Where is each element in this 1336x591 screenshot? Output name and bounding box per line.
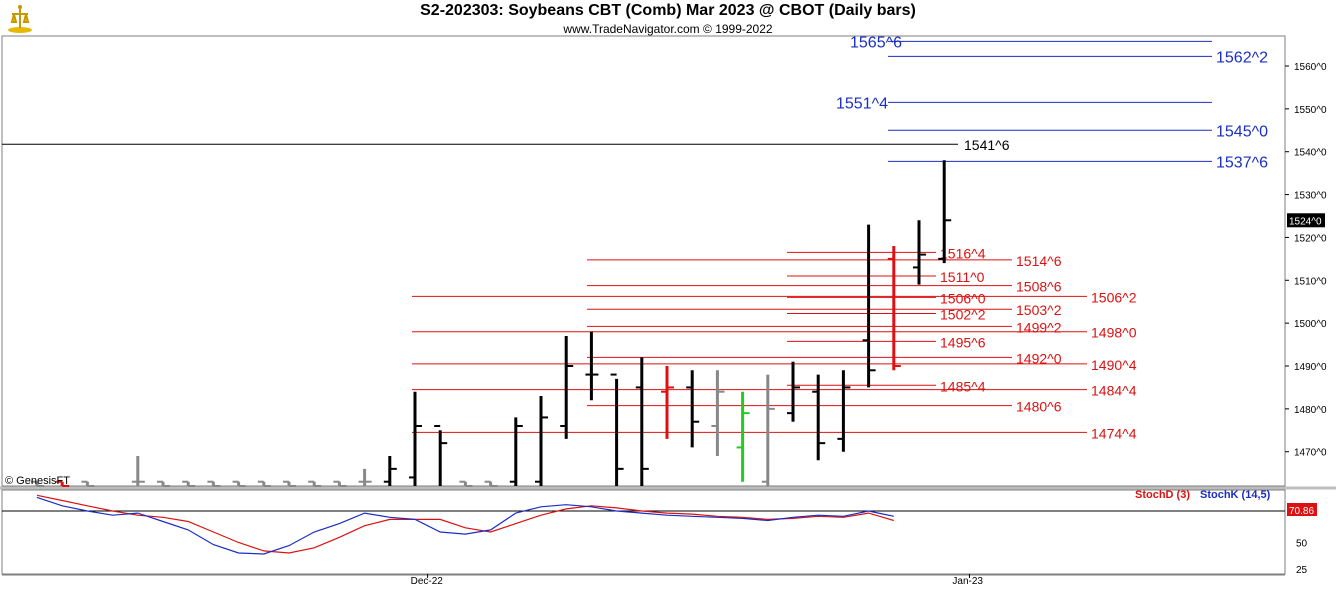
red-level-label: 1480^6 [1016, 399, 1062, 415]
price-panel-border [1, 35, 1286, 487]
stochastic-panel: 25 50 StochD (3) StochK (14,5) 70.86 [2, 489, 1317, 576]
chart-frame [0, 35, 1336, 576]
blue-level-label: 1537^6 [1216, 154, 1268, 171]
price-tick-label: 1490^0 [1294, 362, 1327, 373]
red-level-label: 1474^4 [1091, 425, 1137, 441]
red-level-label: 1499^2 [1016, 319, 1062, 335]
price-tick-label: 1560^0 [1294, 62, 1327, 73]
price-levels: 1565^6 1562^2 1551^4 1545^0 1537^6 1541^6 1516… [2, 34, 1268, 441]
stoch-last-badge [1287, 503, 1317, 516]
red-level-label: 1492^0 [1016, 350, 1062, 366]
stochk-line [36, 496, 894, 555]
stochk-legend: StochK (14,5) [1200, 489, 1271, 501]
red-level-label: 1484^4 [1091, 383, 1137, 399]
red-level-label: 1503^2 [1016, 302, 1062, 318]
red-level-label: 1506^2 [1091, 289, 1137, 305]
price-tick-label: 1510^0 [1294, 276, 1327, 287]
red-level-label: 1490^4 [1091, 357, 1137, 373]
blue-level-label: 1551^4 [836, 95, 888, 112]
chart-title: S2-202303: Soybeans CBT (Comb) Mar 2023 … [420, 2, 916, 19]
date-tick-label: Jan-23 [952, 576, 983, 587]
watermark-text: © GenesisFT [5, 475, 70, 487]
price-tick-label: 1480^0 [1294, 405, 1327, 416]
price-tick-label: 1530^0 [1294, 191, 1327, 202]
red-level-label: 1485^4 [940, 378, 986, 394]
date-axis: Dec-22 Jan-23 [411, 574, 983, 587]
red-level-label: 1516^4 [940, 245, 986, 261]
price-tick-label: 1520^0 [1294, 233, 1327, 244]
stochd-legend: StochD (3) [1135, 489, 1190, 501]
black-level-label: 1541^6 [964, 137, 1010, 153]
red-level-label: 1506^0 [940, 290, 986, 306]
price-tick-label: 1470^0 [1294, 448, 1327, 459]
red-level-label: 1511^0 [940, 269, 985, 285]
red-level-label: 1495^6 [940, 334, 986, 350]
last-price-badge [1287, 213, 1325, 228]
blue-level-label: 1545^0 [1216, 123, 1268, 140]
stoch-tick-label: 25 [1296, 565, 1308, 576]
price-axis: 1470^0 1480^0 1490^0 1500^0 1510^0 1520^0 1530… [5, 62, 1327, 487]
price-tick-label: 1550^0 [1294, 105, 1327, 116]
date-tick-label: Dec-22 [411, 576, 444, 587]
stochastic-panel-border [1, 489, 1286, 575]
blue-level-label: 1562^2 [1216, 49, 1268, 66]
price-tick-label: 1540^0 [1294, 148, 1327, 159]
trade-navigator-logo-icon [4, 2, 36, 34]
ohlc-bars [31, 160, 952, 487]
stoch-last-label: 70.86 [1289, 506, 1314, 517]
red-level-label: 1508^6 [1016, 279, 1062, 295]
stochd-line [36, 494, 894, 554]
chart-subtitle: www.TradeNavigator.com © 1999-2022 [563, 22, 773, 36]
red-level-label: 1502^2 [940, 307, 986, 323]
stoch-tick-label: 50 [1296, 539, 1308, 550]
red-level-label: 1514^6 [1016, 253, 1062, 269]
red-level-label: 1498^0 [1091, 325, 1137, 341]
blue-level-label: 1565^6 [850, 34, 902, 51]
last-price-label: 1524^0 [1289, 216, 1322, 227]
price-tick-label: 1500^0 [1294, 319, 1327, 330]
